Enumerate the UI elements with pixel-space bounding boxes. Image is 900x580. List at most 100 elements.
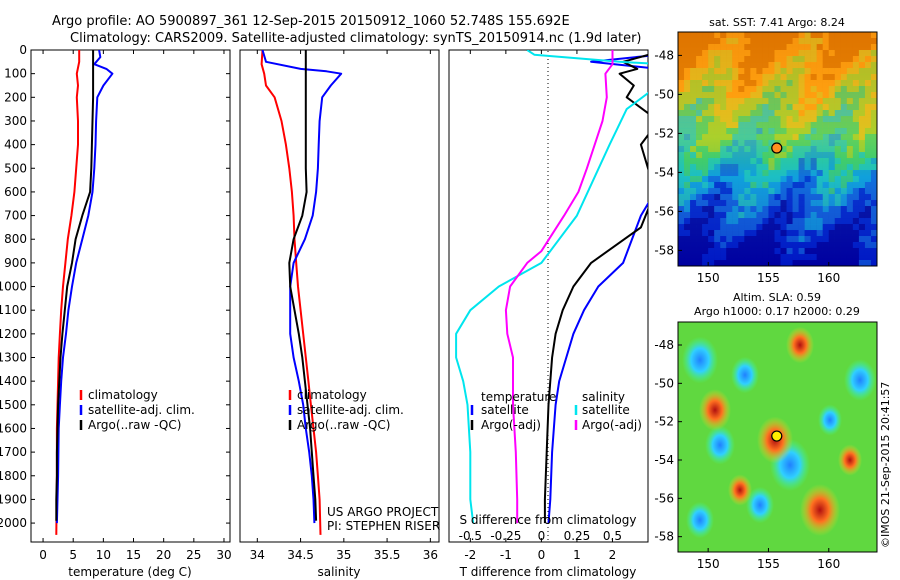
sst-pixel [834,236,841,243]
sst-pixel [870,74,878,81]
sst-pixel [792,32,799,39]
sst-pixel [756,224,763,231]
sst-pixel [870,206,878,213]
sst-pixel [726,176,733,183]
sst-pixel [732,242,739,249]
sst-pixel [708,230,715,237]
sst-pixel [690,182,697,189]
sst-pixel [822,182,829,189]
sst-pixel [738,212,745,219]
sst-pixel [774,260,781,267]
sst-pixel [858,158,865,165]
sst-pixel [762,122,769,129]
sst-pixel [798,236,805,243]
sst-pixel [870,98,878,105]
sst-pixel [696,32,703,39]
sst-pixel [780,260,787,267]
sst-pixel [768,92,775,99]
sst-pixel [852,122,859,129]
sst-pixel [804,128,811,135]
sst-pixel [804,80,811,87]
sst-pixel [804,140,811,147]
sst-pixel [732,44,739,51]
sst-pixel [732,254,739,261]
sst-pixel [690,248,697,255]
sst-pixel [786,104,793,111]
sst-pixel [786,218,793,225]
sst-pixel [834,80,841,87]
sst-pixel [708,164,715,171]
sst-pixel [708,200,715,207]
sst-pixel [690,260,697,267]
sst-pixel [696,236,703,243]
sst-pixel [816,110,823,117]
sst-pixel [702,158,709,165]
sst-pixel [858,92,865,99]
sst-pixel [768,242,775,249]
sst-pixel [828,56,835,63]
sst-pixel [714,86,721,93]
sst-pixel [774,38,781,45]
sst-pixel [768,188,775,195]
sst-pixel [846,146,853,153]
sst-pixel [846,164,853,171]
sst-pixel [828,110,835,117]
sst-pixel [816,158,823,165]
sst-pixel [858,152,865,159]
sst-pixel [762,176,769,183]
sst-pixel [774,230,781,237]
sst-pixel [690,206,697,213]
sst-pixel [708,236,715,243]
sst-pixel [720,224,727,231]
sst-pixel [750,254,757,261]
sst-pixel [780,98,787,105]
sst-pixel [750,134,757,141]
map-y-tick-label: -56 [654,491,674,505]
sst-pixel [762,62,769,69]
map-y-tick-label: -58 [654,530,674,544]
sst-pixel [822,56,829,63]
sst-pixel [756,242,763,249]
sst-pixel [768,32,775,39]
sst-pixel [840,182,847,189]
sst-pixel [750,122,757,129]
sst-pixel [684,80,691,87]
sst-pixel [786,176,793,183]
sst-pixel [792,182,799,189]
sst-pixel [834,170,841,177]
sst-pixel [708,242,715,249]
sst-pixel [852,62,859,69]
sst-pixel [684,182,691,189]
sst-pixel [864,194,872,201]
sst-pixel [870,116,878,123]
sst-pixel [678,158,685,165]
sst-pixel [702,140,709,147]
sst-pixel [810,242,817,249]
map-y-tick-label: -48 [654,48,674,62]
sst-pixel [792,62,799,69]
sst-pixel [720,200,727,207]
sst-pixel [840,80,847,87]
sst-pixel [870,200,878,207]
series-line-argo-adj- [504,50,614,524]
sst-pixel [852,68,859,75]
argo-location-marker [771,142,783,154]
sst-pixel [708,68,715,75]
sla-eddy [786,326,814,364]
sst-pixel [768,170,775,177]
x-tick-label: 5 [69,548,77,562]
sst-pixel [822,194,829,201]
sst-pixel [864,44,872,51]
sst-pixel [768,260,775,267]
depth-tick-label: 1900 [0,492,27,506]
sst-pixel [684,122,691,129]
sst-pixel [792,230,799,237]
sst-pixel [870,212,878,219]
sst-pixel [864,56,872,63]
sst-pixel [690,188,697,195]
sst-pixel [834,230,841,237]
sst-pixel [762,134,769,141]
sst-pixel [834,116,841,123]
sst-pixel [696,110,703,117]
sst-pixel [732,236,739,243]
